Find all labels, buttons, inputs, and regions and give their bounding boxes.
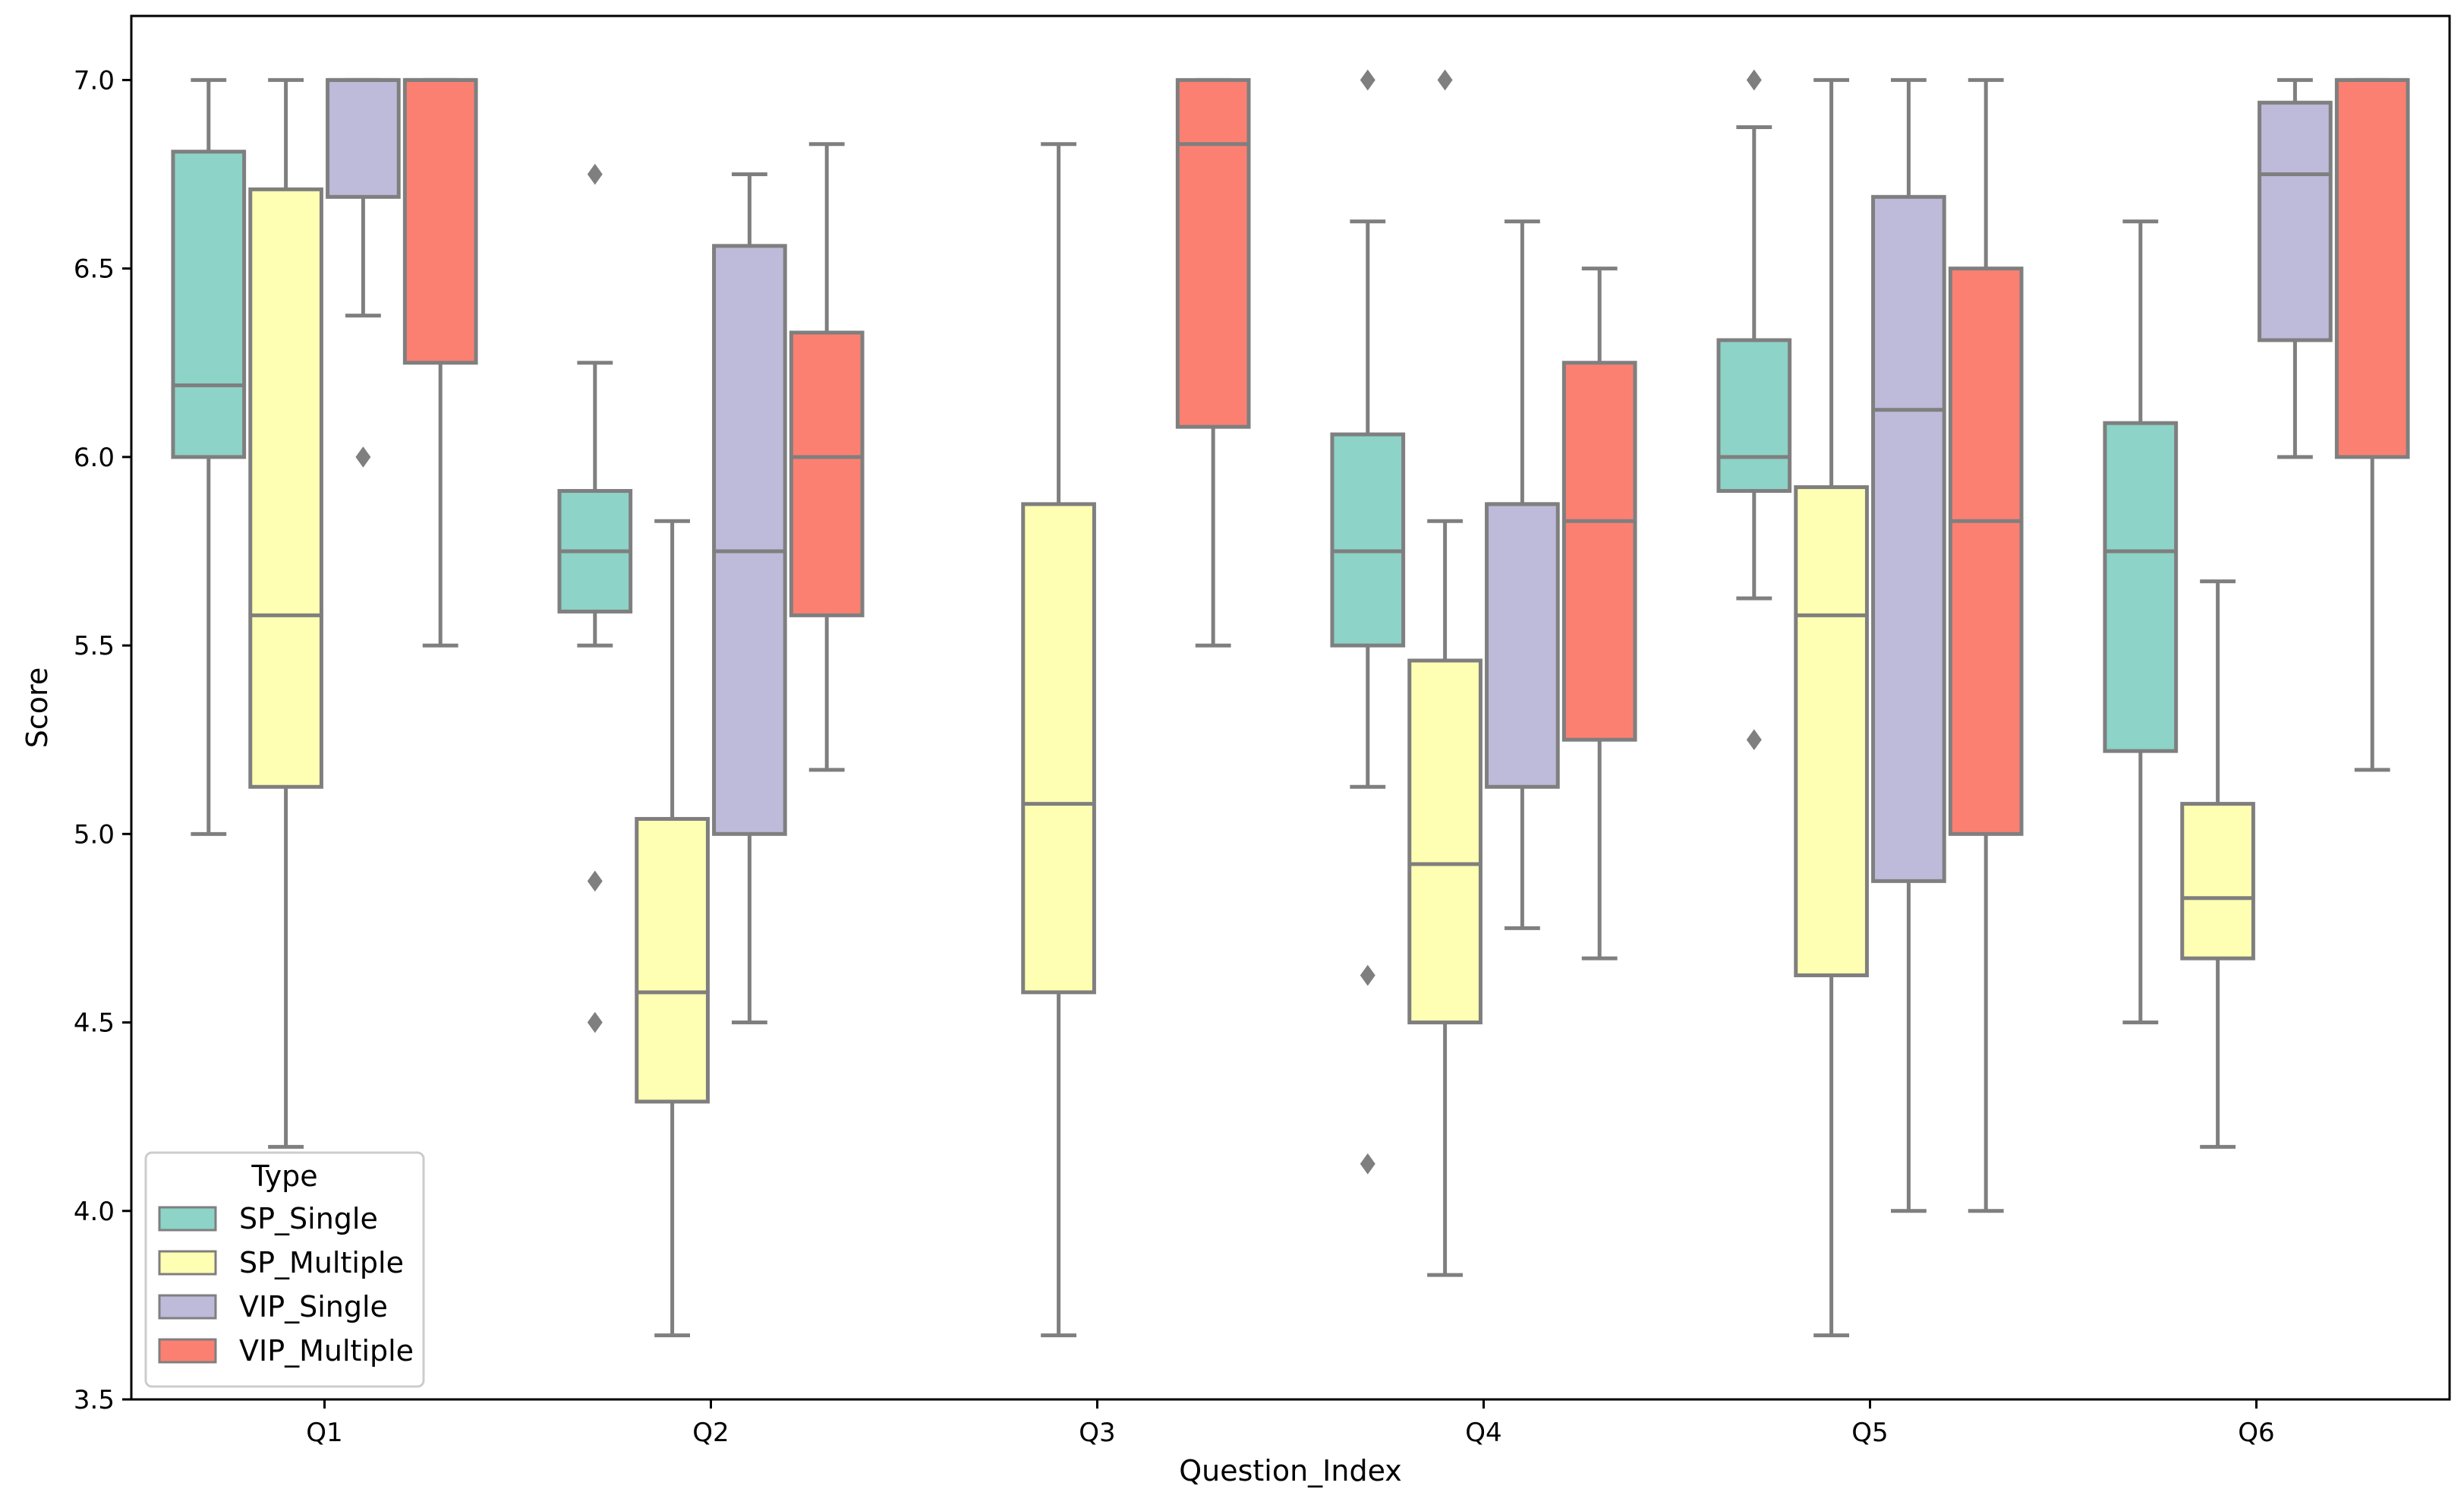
box-Q3-VIP_Multiple — [1175, 77, 1251, 648]
legend-label: VIP_Single — [239, 1290, 388, 1323]
box-Q5-SP_Single — [1716, 69, 1792, 751]
legend-item-VIP_Single: VIP_Single — [158, 1290, 388, 1323]
outlier-point — [1360, 1153, 1375, 1175]
box-Q6-VIP_Single — [2258, 77, 2333, 459]
iqr-box — [2180, 802, 2255, 961]
box-Q4-SP_Multiple — [1407, 69, 1482, 1277]
iqr-box — [2334, 77, 2410, 459]
iqr-box — [1485, 502, 1560, 789]
iqr-box — [1948, 267, 2024, 836]
x-tick-label: Q1 — [306, 1418, 342, 1448]
box-Q5-SP_Multiple — [1794, 77, 1869, 1338]
x-tick-label: Q6 — [2238, 1418, 2274, 1448]
outlier-point — [1437, 69, 1453, 91]
outlier-point — [587, 1011, 603, 1033]
box-Q4-SP_Single — [1330, 69, 1406, 1175]
iqr-box — [789, 330, 865, 617]
y-tick-label: 5.0 — [74, 819, 115, 850]
outlier-point — [1746, 729, 1762, 751]
x-tick-label: Q4 — [1465, 1418, 1501, 1448]
iqr-box — [1021, 502, 1096, 995]
legend-swatch — [158, 1338, 217, 1364]
box-Q1-SP_Single — [171, 77, 247, 836]
y-tick-label: 4.0 — [74, 1197, 115, 1227]
box-Q1-SP_Multiple — [248, 77, 323, 1149]
outlier-point — [1360, 69, 1375, 91]
box-Q6-VIP_Multiple — [2334, 77, 2410, 772]
iqr-box — [712, 244, 787, 836]
outlier-point — [1360, 964, 1375, 986]
box-Q2-VIP_Single — [712, 172, 787, 1025]
y-tick-label: 3.5 — [74, 1385, 115, 1415]
y-tick-label: 4.5 — [74, 1008, 115, 1039]
legend-label: SP_Single — [239, 1202, 378, 1235]
iqr-box — [248, 187, 323, 789]
iqr-box — [1330, 432, 1406, 648]
legend-label: VIP_Multiple — [239, 1334, 414, 1368]
iqr-box — [1716, 338, 1792, 494]
y-tick-label: 6.0 — [74, 443, 115, 473]
legend-item-SP_Single: SP_Single — [158, 1202, 378, 1235]
legend: Type SP_Single SP_Multiple VIP_Single VIP_M… — [144, 1151, 425, 1388]
x-tick-label: Q3 — [1079, 1418, 1115, 1448]
box-Q2-SP_Single — [557, 163, 633, 1033]
iqr-box — [635, 816, 710, 1104]
outlier-point — [587, 870, 603, 892]
iqr-box — [2103, 421, 2179, 753]
legend-title: Type — [250, 1159, 317, 1193]
box-Q1-VIP_Single — [326, 77, 401, 468]
iqr-box — [2258, 100, 2333, 342]
iqr-box — [171, 150, 247, 459]
series-SP_Multiple — [248, 69, 2255, 1338]
legend-swatch — [158, 1206, 217, 1232]
y-tick-label: 7.0 — [74, 65, 115, 96]
box-Q2-VIP_Multiple — [789, 142, 865, 772]
x-tick-label: Q2 — [692, 1418, 729, 1448]
box-Q4-VIP_Single — [1485, 219, 1560, 930]
series-VIP_Single — [326, 77, 2333, 1213]
y-tick-label: 5.5 — [74, 631, 115, 661]
box-Q3-SP_Multiple — [1021, 142, 1096, 1338]
series-SP_Single — [171, 69, 2179, 1175]
x-tick-label: Q5 — [1851, 1418, 1888, 1448]
y-axis: 3.5 4.0 4.5 5.0 5.5 6.0 6.5 7.0 — [74, 65, 131, 1415]
x-axis: Q1 Q2 Q3 Q4 Q5 Q6 — [306, 1399, 2275, 1448]
iqr-box — [1794, 485, 1869, 977]
iqr-box — [1407, 658, 1482, 1025]
iqr-box — [1561, 361, 1637, 742]
box-Q4-VIP_Multiple — [1561, 267, 1637, 961]
plot-frame — [130, 14, 2451, 1401]
legend-item-SP_Multiple: SP_Multiple — [158, 1246, 404, 1279]
box-Q5-VIP_Single — [1871, 77, 1946, 1213]
legend-swatch — [158, 1250, 217, 1276]
iqr-box — [1871, 194, 1946, 883]
outlier-point — [355, 446, 371, 468]
box-Q2-SP_Multiple — [635, 519, 710, 1338]
iqr-box — [402, 77, 478, 365]
boxes-layer — [171, 69, 2410, 1338]
box-Q6-SP_Single — [2103, 219, 2179, 1025]
x-axis-title: Question_Index — [1179, 1454, 1402, 1487]
series-VIP_Multiple — [402, 77, 2410, 1213]
legend-item-VIP_Multiple: VIP_Multiple — [158, 1334, 414, 1368]
box-Q5-VIP_Multiple — [1948, 77, 2024, 1213]
y-axis-title: Score — [20, 667, 54, 748]
y-tick-label: 6.5 — [74, 254, 115, 285]
iqr-box — [326, 77, 401, 199]
outlier-point — [587, 163, 603, 185]
outlier-point — [1746, 69, 1762, 91]
iqr-box — [1175, 77, 1251, 429]
box-Q6-SP_Multiple — [2180, 579, 2255, 1149]
legend-swatch — [158, 1294, 217, 1320]
legend-label: SP_Multiple — [239, 1246, 404, 1279]
box-Q1-VIP_Multiple — [402, 77, 478, 648]
legend-entries: SP_Single SP_Multiple VIP_Single VIP_Multip… — [158, 1202, 414, 1368]
